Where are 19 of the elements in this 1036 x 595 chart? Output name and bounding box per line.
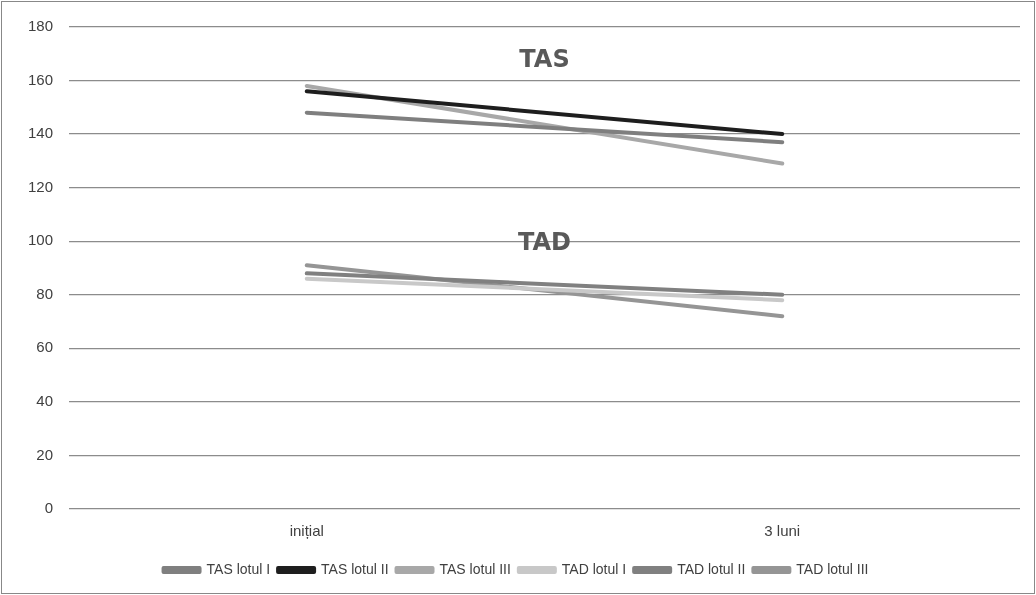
legend-label: TAS lotul II (321, 560, 389, 577)
x-tick-label: inițial (289, 522, 324, 540)
y-tick-label: 80 (36, 284, 54, 302)
x-tick-label: 3 luni (764, 522, 801, 540)
annotation: TAS (519, 44, 570, 73)
y-tick-label: 20 (36, 445, 54, 463)
y-tick-label: 60 (36, 338, 54, 356)
y-tick-label: 0 (44, 499, 54, 517)
y-tick-label: 100 (28, 231, 54, 249)
y-tick-label: 120 (28, 177, 54, 195)
y-tick-label: 160 (28, 70, 54, 88)
legend-label: TAS lotul I (206, 560, 271, 577)
y-tick-label: 140 (28, 124, 54, 142)
y-tick-label: 180 (28, 17, 54, 35)
legend-label: TAD lotul I (561, 560, 627, 577)
legend-label: TAS lotul III (439, 560, 511, 577)
legend-label: TAD lotul III (796, 560, 869, 577)
legend-label: TAD lotul II (677, 560, 746, 577)
y-tick-label: 40 (36, 392, 54, 410)
